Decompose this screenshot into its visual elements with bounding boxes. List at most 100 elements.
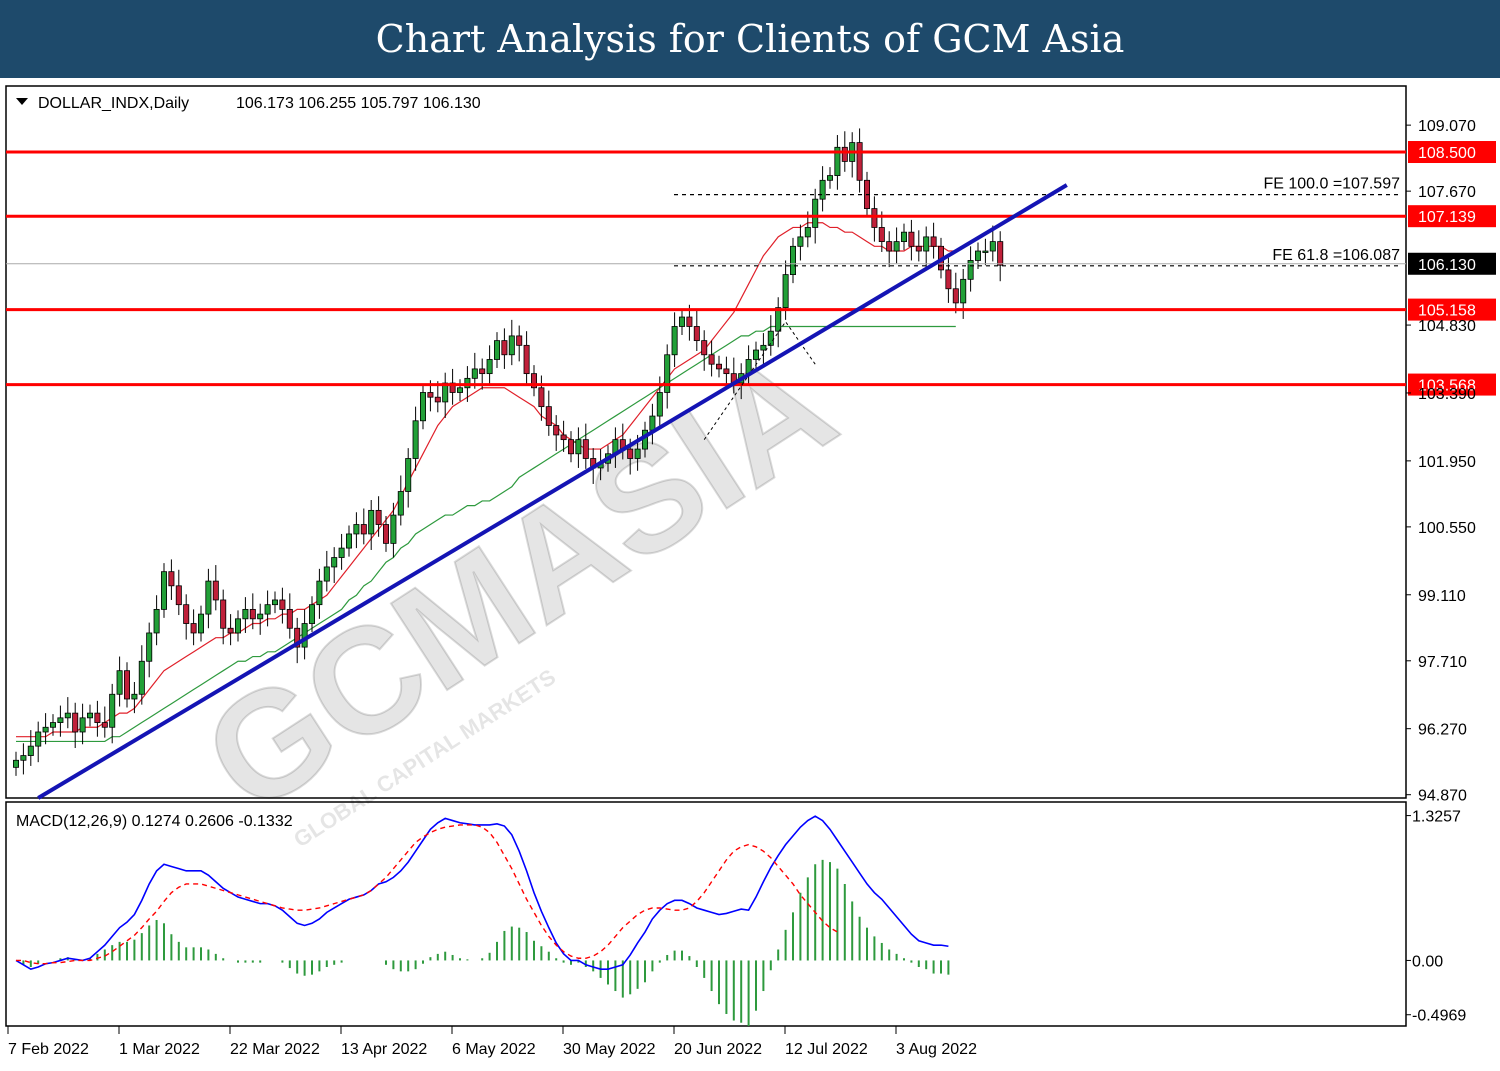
candle-body xyxy=(212,580,219,601)
candle xyxy=(531,365,538,397)
candle xyxy=(353,512,360,549)
candle xyxy=(716,355,723,378)
candle-body xyxy=(664,354,671,393)
candle xyxy=(338,533,345,570)
candle xyxy=(575,427,582,468)
x-tick-label: 12 Jul 2022 xyxy=(785,1041,868,1058)
chart-area: GCMASIA GLOBAL CAPITAL MARKETS DOLLAR_IN… xyxy=(5,85,1496,1058)
candle-body xyxy=(686,316,693,327)
candle-body xyxy=(716,363,723,370)
candle-body xyxy=(538,387,545,408)
candle-body xyxy=(545,406,552,426)
candle xyxy=(493,332,500,368)
candle-body xyxy=(723,368,730,375)
candle xyxy=(57,705,64,737)
candle-body xyxy=(242,608,249,620)
candle-body xyxy=(353,524,360,535)
candle xyxy=(175,569,182,616)
candle-body xyxy=(427,392,434,398)
candle-body xyxy=(168,571,175,587)
candle-body xyxy=(753,349,760,360)
candle xyxy=(945,257,952,303)
candle xyxy=(775,297,782,348)
candle xyxy=(434,381,441,413)
candle xyxy=(131,682,138,714)
candle xyxy=(708,340,715,377)
fibonacci-extension-label: FE 61.8 =106.087 xyxy=(1272,247,1400,264)
candle-body xyxy=(160,571,167,610)
candle xyxy=(249,593,256,630)
candle xyxy=(486,345,493,386)
candle-body xyxy=(286,608,293,629)
candle xyxy=(952,272,959,314)
x-tick-label: 22 Mar 2022 xyxy=(230,1041,320,1058)
level-price-tag xyxy=(1408,205,1496,228)
candle xyxy=(886,231,893,268)
candle xyxy=(516,325,523,362)
candle-body xyxy=(464,377,471,389)
candle-body xyxy=(294,627,301,648)
x-tick-label: 13 Apr 2022 xyxy=(341,1041,427,1058)
y-tick-label: 101.950 xyxy=(1418,454,1476,471)
candle-body xyxy=(871,208,878,228)
candle xyxy=(412,406,419,471)
candle-body xyxy=(449,382,456,393)
instrument-label: DOLLAR_INDX,Daily xyxy=(38,95,189,112)
candle-body xyxy=(12,759,19,768)
candle xyxy=(982,238,989,266)
candle xyxy=(308,596,315,633)
candle xyxy=(501,328,508,369)
candle-body xyxy=(804,227,811,238)
candle xyxy=(923,226,930,268)
dropdown-triangle-icon[interactable] xyxy=(16,98,28,105)
candle xyxy=(271,591,278,614)
candle-body xyxy=(908,231,915,247)
candle xyxy=(397,475,404,526)
candle xyxy=(989,225,996,262)
candle xyxy=(471,352,478,389)
candle-body xyxy=(382,524,389,544)
candle-body xyxy=(656,392,663,417)
candle-body xyxy=(138,660,145,695)
candle-body xyxy=(679,316,686,327)
candle xyxy=(997,231,1004,282)
candle xyxy=(94,700,101,737)
candle-body xyxy=(57,717,64,723)
candle-body xyxy=(205,580,212,615)
level-price-tag xyxy=(1408,141,1496,164)
candle xyxy=(360,508,367,545)
candle-body xyxy=(989,241,996,252)
candle-body xyxy=(886,241,893,252)
candle-body xyxy=(257,613,264,620)
candle-body xyxy=(197,613,204,634)
y-tick-label: 104.830 xyxy=(1418,318,1476,335)
x-tick-label: 30 May 2022 xyxy=(563,1041,656,1058)
candle xyxy=(790,237,797,284)
y-tick-label: 97.710 xyxy=(1418,654,1467,671)
candle-body xyxy=(952,288,959,304)
candle xyxy=(220,589,227,645)
candle xyxy=(523,331,530,386)
candle xyxy=(671,312,678,368)
candle-body xyxy=(316,580,323,606)
candle xyxy=(701,330,708,371)
x-tick-label: 7 Feb 2022 xyxy=(8,1041,89,1058)
candle xyxy=(901,223,908,251)
candle xyxy=(101,706,108,738)
candle-body xyxy=(323,566,330,582)
candle-body xyxy=(775,307,782,332)
candle-body xyxy=(960,278,967,304)
candle-body xyxy=(915,245,922,252)
candle-body xyxy=(338,547,345,558)
candle-body xyxy=(308,604,315,624)
candle xyxy=(116,656,123,707)
y-tick-label: 96.270 xyxy=(1418,722,1467,739)
candle-body xyxy=(264,604,271,615)
candle-body xyxy=(923,236,930,252)
candle-body xyxy=(220,599,227,629)
candle-body xyxy=(116,670,123,695)
candle-body xyxy=(101,722,108,728)
candle-body xyxy=(486,359,493,375)
candle-body xyxy=(560,434,567,441)
candle xyxy=(64,697,71,729)
